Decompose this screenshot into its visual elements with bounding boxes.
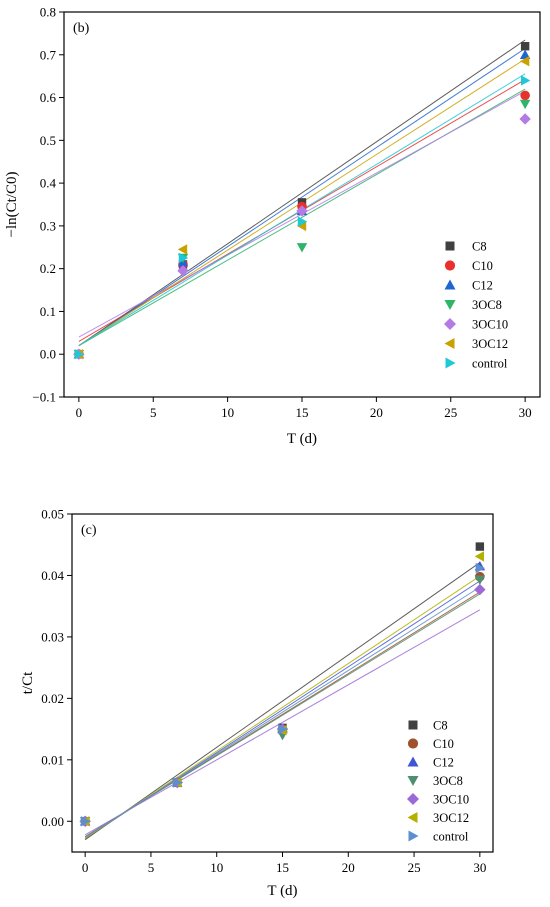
x-tick-label: 5 xyxy=(150,405,157,420)
data-point-3oc12 xyxy=(519,55,530,67)
data-point-c12 xyxy=(519,49,531,59)
legend-label-c8: C8 xyxy=(433,719,448,733)
legend: C8 C10 C12 3OC8 3OC10 3OC12 control xyxy=(407,719,469,844)
legend-marker-3oc12 xyxy=(444,338,455,349)
data-point-control xyxy=(178,252,189,264)
data-point-3oc10 xyxy=(474,583,486,596)
legend-label-3oc12: 3OC12 xyxy=(433,811,469,825)
y-tick-label: −0.1 xyxy=(32,390,56,405)
data-point-control xyxy=(80,816,91,827)
legend-marker-c12 xyxy=(407,756,419,767)
y-tick-label: 0.8 xyxy=(40,5,56,20)
y-tick-label: 0.3 xyxy=(40,218,56,233)
data-point-3oc8 xyxy=(519,99,531,110)
legend-marker-c12 xyxy=(444,279,456,290)
legend-label-control: control xyxy=(472,357,508,371)
fit-line-3oc12 xyxy=(84,575,481,839)
x-tick-label: 25 xyxy=(444,405,457,420)
x-tick-label: 20 xyxy=(370,405,383,420)
legend-label-c12: C12 xyxy=(472,279,493,293)
y-tick-label: 0.6 xyxy=(40,90,57,105)
chart-panel-c: 0 5 10 15 20 25 30 0.00 0.01 0.02 0.03 0.04 0.05 T (d… xyxy=(20,507,494,899)
legend-marker-c10 xyxy=(444,260,456,271)
y-tick-label: 0.00 xyxy=(41,814,64,829)
data-point-control xyxy=(520,75,531,86)
y-tick-label: 0.05 xyxy=(41,507,64,522)
data-point-control xyxy=(297,216,308,227)
fit-line-c12 xyxy=(78,48,526,347)
legend-marker-c8 xyxy=(445,241,455,251)
y-tick-label: 0.4 xyxy=(40,176,57,191)
legend-label-3oc8: 3OC8 xyxy=(433,774,463,788)
legend-marker-3oc8 xyxy=(407,776,419,786)
data-point-control xyxy=(278,723,288,735)
panel-label: (b) xyxy=(73,21,90,36)
x-tick-label: 0 xyxy=(76,405,83,420)
data-point-control xyxy=(173,777,183,788)
legend-marker-control xyxy=(408,830,419,842)
y-axis-title: −ln(Ct/C0) xyxy=(4,172,20,238)
x-tick-label: 5 xyxy=(148,860,155,875)
data-point-c8 xyxy=(475,542,485,551)
chart-panel-b: 0 5 10 15 20 25 30 −0.1 0.0 0.1 0.2 0.3 0.4 0.5 0.6 0.7… xyxy=(4,5,541,447)
x-tick-label: 30 xyxy=(519,405,532,420)
legend: C8 C10 C12 3OC8 3OC10 3OC12 control xyxy=(444,240,508,371)
legend-marker-3oc8 xyxy=(444,300,456,310)
data-point-control xyxy=(74,349,85,360)
data-point-control xyxy=(475,562,486,574)
legend-label-c10: C10 xyxy=(472,259,493,273)
data-point-c8 xyxy=(520,42,530,51)
y-tick-label: 0.02 xyxy=(41,691,64,706)
legend-marker-c10 xyxy=(407,738,419,749)
x-axis-title: T (d) xyxy=(287,431,317,447)
y-tick-label: 0.04 xyxy=(41,568,64,583)
legend-marker-3oc10 xyxy=(407,793,419,805)
legend-label-3oc8: 3OC8 xyxy=(472,298,502,312)
panel-label: (c) xyxy=(81,523,97,538)
x-tick-label: 25 xyxy=(408,860,421,875)
fit-line-c8 xyxy=(78,39,526,347)
x-tick-label: 0 xyxy=(82,860,89,875)
y-tick-label: 0.7 xyxy=(40,47,57,62)
data-point-c10 xyxy=(520,90,530,101)
legend-marker-c8 xyxy=(408,720,418,730)
y-tick-label: 0.2 xyxy=(40,261,56,276)
data-point-3oc12 xyxy=(177,244,188,255)
legend-label-c10: C10 xyxy=(433,737,454,751)
legend-label-3oc12: 3OC12 xyxy=(472,337,508,351)
legend-label-3oc10: 3OC10 xyxy=(433,793,469,807)
legend-marker-3oc12 xyxy=(407,812,418,823)
data-point-3oc8 xyxy=(296,243,308,253)
y-tick-label: 0.0 xyxy=(40,347,56,362)
data-point-3oc10 xyxy=(519,113,531,125)
x-tick-label: 20 xyxy=(342,860,355,875)
legend-label-control: control xyxy=(433,830,469,844)
legend-label-3oc10: 3OC10 xyxy=(472,318,508,332)
x-tick-label: 15 xyxy=(296,405,309,420)
legend-label-c8: C8 xyxy=(472,240,487,254)
legend-marker-control xyxy=(445,357,456,369)
legend-label-c12: C12 xyxy=(433,756,454,770)
plot-frame xyxy=(71,513,494,853)
x-tick-label: 15 xyxy=(276,860,289,875)
legend-marker-3oc10 xyxy=(444,318,456,330)
fit-line-c8 xyxy=(84,562,481,841)
x-tick-label: 10 xyxy=(210,860,223,875)
data-point-3oc10 xyxy=(296,205,308,217)
data-point-3oc10 xyxy=(177,265,189,277)
x-tick-label: 30 xyxy=(473,860,486,875)
y-tick-label: 0.03 xyxy=(41,629,64,644)
data-point-3oc8 xyxy=(474,575,486,585)
y-axis-title: t/Ct xyxy=(20,671,36,694)
data-point-3oc12 xyxy=(474,551,485,562)
x-tick-label: 10 xyxy=(221,405,234,420)
fit-line-3oc10 xyxy=(84,609,481,836)
x-axis-title: T (d) xyxy=(267,883,297,899)
y-tick-label: 0.5 xyxy=(40,133,56,148)
fit-line-control xyxy=(84,586,481,838)
y-tick-label: 0.01 xyxy=(41,752,64,767)
fit-line-3oc8 xyxy=(84,593,481,838)
y-tick-label: 0.1 xyxy=(40,304,56,319)
